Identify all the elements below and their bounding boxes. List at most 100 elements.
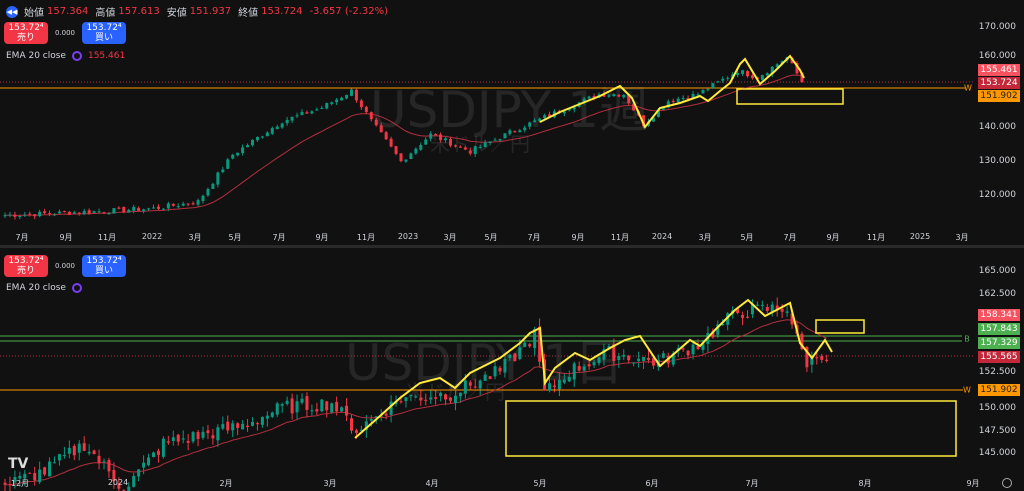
price-tag: 158.341 [978, 309, 1020, 321]
buy-label: 買い [94, 33, 113, 43]
candle-body [62, 454, 66, 456]
candle-body [33, 214, 37, 217]
candle-body [72, 212, 76, 214]
candle-body [741, 315, 745, 318]
candle-body [8, 214, 12, 216]
settings-gear-icon[interactable] [1002, 478, 1012, 488]
candle-body [196, 432, 200, 439]
candle-body [815, 357, 819, 359]
candle-body [518, 130, 522, 133]
candle-body [295, 401, 299, 413]
candle-body [780, 308, 784, 312]
buy-price: 153.72⁴ [86, 23, 122, 33]
candle-body [305, 112, 309, 114]
candle-body [18, 475, 22, 479]
candle-body [671, 353, 675, 365]
candle-body [429, 397, 433, 400]
candle-body [503, 358, 507, 373]
time-tick: 3月 [323, 479, 337, 488]
weekly-candles [0, 54, 975, 220]
candle-body [275, 126, 279, 130]
candle-body [800, 333, 804, 350]
open-label: 始値 [24, 8, 44, 19]
buy-button[interactable]: 153.72⁴ 買い [82, 255, 126, 277]
candle-body [414, 148, 418, 154]
candle-body [43, 211, 47, 214]
indicator-settings-icon[interactable] [71, 51, 82, 61]
price-tick: 152.500 [978, 367, 1016, 377]
candle-body [82, 443, 86, 451]
candle-body [57, 454, 61, 461]
daily-chart-panel[interactable]: USDJPY 1日 米ドル／円 153.72⁴ 売り 0.000 153.72⁴ 買… [0, 248, 1024, 491]
candle-body [404, 397, 408, 402]
candle-body [181, 438, 185, 440]
candle-body [161, 208, 165, 210]
time-tick: 6月 [645, 479, 659, 488]
sell-button[interactable]: 153.72⁴ 売り [4, 22, 48, 44]
weekly-chart-panel[interactable]: USDJPY 1週 米ドル／円 ◀◀ 始値 157.364 高値 157.613 安… [0, 0, 1024, 246]
candle-body [221, 169, 225, 173]
candle-body [38, 211, 42, 217]
candle-body [82, 211, 86, 215]
candle-body [651, 357, 655, 366]
candle-body [137, 207, 141, 211]
candle-body [231, 423, 235, 431]
time-tick: 9月 [59, 233, 73, 242]
time-tick: 11月 [356, 233, 376, 242]
sell-button[interactable]: 153.72⁴ 売り [4, 255, 48, 277]
candle-body [424, 139, 428, 145]
candle-body [216, 427, 220, 441]
candle-body [607, 95, 611, 97]
candle-body [523, 127, 527, 131]
indicator-settings-icon[interactable] [71, 283, 82, 293]
candle-body [285, 119, 289, 124]
candle-body [364, 421, 368, 430]
candle-body [330, 403, 334, 413]
candle-body [255, 137, 259, 141]
candle-body [498, 139, 502, 141]
buy-button[interactable]: 153.72⁴ 買い [82, 22, 126, 44]
candle-body [216, 172, 220, 185]
candle-body [478, 380, 482, 389]
candle-body [552, 385, 556, 387]
time-tick: 7月 [272, 233, 286, 242]
candle-body [587, 96, 591, 99]
candle-body [369, 112, 373, 120]
candle-body [270, 412, 274, 417]
candle-body [647, 357, 650, 360]
candle-body [241, 147, 245, 154]
candle-body [186, 441, 190, 443]
time-tick: 5月 [740, 233, 754, 242]
sell-price: 153.72⁴ [8, 23, 44, 33]
candle-body [503, 133, 507, 139]
close-label: 終値 [238, 8, 259, 19]
ema-legend[interactable]: EMA 20 close [6, 283, 82, 293]
collapse-icon[interactable]: ◀◀ [6, 5, 18, 18]
candle-body [508, 130, 512, 134]
candle-body [642, 115, 646, 127]
price-tick: 145.000 [978, 448, 1016, 458]
candle-body [117, 207, 121, 209]
candle-body [53, 462, 56, 464]
candle-body [186, 203, 190, 205]
candle-body [251, 139, 254, 146]
candle-body [444, 138, 448, 141]
price-tick: 150.000 [978, 403, 1016, 413]
candle-body [325, 103, 329, 109]
candle-body [567, 109, 571, 111]
candle-body [132, 475, 136, 487]
time-tick: 7月 [527, 233, 541, 242]
candle-body [716, 324, 720, 335]
candle-body [18, 215, 22, 218]
candle-body [681, 98, 685, 100]
candle-body [72, 446, 76, 456]
candle-body [305, 396, 309, 410]
ema-legend[interactable]: EMA 20 close 155.461 [6, 51, 125, 61]
candle-body [528, 344, 532, 347]
candle-body [8, 484, 12, 486]
candle-body [280, 123, 284, 128]
pane-separator[interactable] [0, 245, 1024, 248]
candle-body [92, 211, 96, 213]
candle-body [444, 394, 448, 400]
price-tick: 130.000 [978, 156, 1016, 166]
